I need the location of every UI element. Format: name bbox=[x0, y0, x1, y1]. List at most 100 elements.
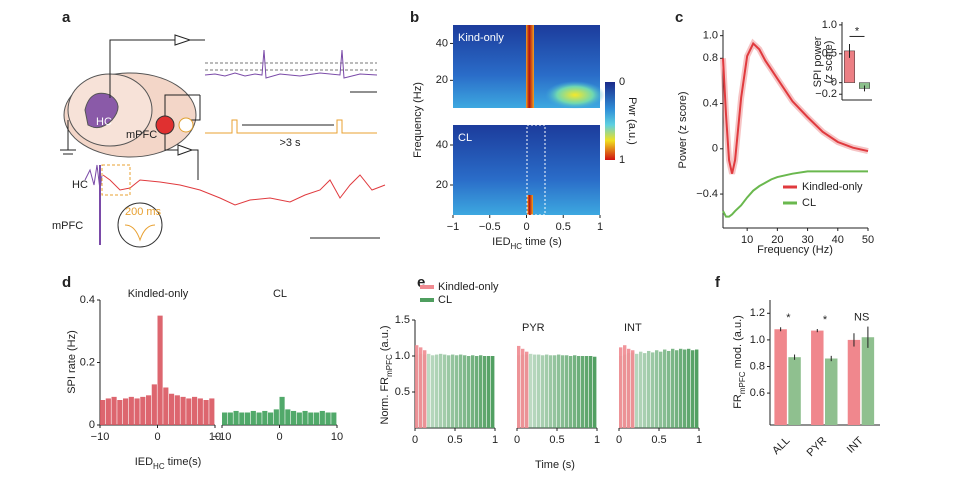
y-axis-label-part: (a.u.) bbox=[379, 325, 391, 354]
bar bbox=[100, 400, 106, 425]
y-axis-label: (z score) bbox=[823, 41, 835, 84]
legend-label: Kindled-only bbox=[438, 281, 499, 293]
panel-label: b bbox=[410, 9, 419, 26]
bar bbox=[573, 355, 577, 428]
bar bbox=[525, 351, 529, 428]
bar bbox=[435, 354, 439, 428]
bar bbox=[847, 339, 861, 425]
bar bbox=[561, 355, 565, 428]
trace-mpfc-label: mPFC bbox=[52, 220, 83, 232]
x-tick-label: 0 bbox=[412, 434, 418, 446]
bar bbox=[651, 352, 655, 428]
bar bbox=[671, 348, 675, 428]
bar bbox=[537, 354, 541, 428]
bar bbox=[325, 412, 331, 425]
bar bbox=[687, 348, 691, 428]
hc-region bbox=[84, 92, 119, 129]
heatmaps bbox=[453, 25, 615, 216]
x-axis-label-part: HC bbox=[153, 462, 165, 471]
bar bbox=[695, 349, 699, 428]
x-tick-label: 50 bbox=[862, 234, 874, 246]
legend-label: Kindled-only bbox=[802, 181, 863, 193]
x-tick-label: PYR bbox=[805, 435, 830, 460]
bar bbox=[443, 354, 447, 428]
y-tick-label: 20 bbox=[436, 179, 448, 191]
bar bbox=[557, 354, 561, 428]
y-axis-label-part: mPFC bbox=[738, 371, 747, 394]
bar bbox=[541, 355, 545, 428]
zoom-wave bbox=[124, 224, 156, 242]
heatmap-stripe bbox=[526, 25, 534, 108]
bar bbox=[117, 400, 123, 425]
x-tick-label: 0 bbox=[514, 434, 520, 446]
loop-wire bbox=[164, 94, 201, 121]
x-tick-label: −1 bbox=[447, 221, 460, 233]
bar bbox=[256, 412, 262, 425]
annotation: * bbox=[855, 26, 860, 38]
bar bbox=[655, 350, 659, 428]
x-tick-label: 1 bbox=[696, 434, 702, 446]
bar bbox=[415, 345, 419, 428]
x-tick-label: 0.5 bbox=[556, 221, 571, 233]
bar bbox=[128, 396, 134, 425]
bar bbox=[675, 350, 679, 428]
bar bbox=[169, 393, 175, 425]
bar bbox=[545, 354, 549, 428]
x-axis-label-part: IED bbox=[492, 236, 510, 248]
y-tick-label: 40 bbox=[436, 139, 448, 151]
y-tick-label: 0 bbox=[831, 77, 837, 89]
bar bbox=[627, 348, 631, 428]
x-axis-label-part: time(s) bbox=[165, 456, 202, 468]
zoom-box bbox=[101, 164, 131, 196]
ground bbox=[60, 120, 76, 155]
x-axis-label: IEDHC time(s) bbox=[135, 456, 202, 471]
legend-label: CL bbox=[802, 197, 816, 209]
bar bbox=[273, 409, 279, 425]
line bbox=[722, 170, 868, 218]
y-tick-label: 0.4 bbox=[703, 97, 718, 109]
x-tick-label: −0.5 bbox=[479, 221, 501, 233]
x-tick-label: 0.5 bbox=[651, 434, 666, 446]
bar bbox=[825, 358, 838, 425]
x-tick-label: −10 bbox=[91, 431, 110, 443]
x-tick-label: 40 bbox=[832, 234, 844, 246]
bar bbox=[529, 353, 533, 428]
panel-a: a HC mPFC >3 s HC mPFC 200 ms bbox=[52, 9, 386, 248]
bar bbox=[431, 355, 435, 428]
mpfc-trace bbox=[102, 174, 386, 206]
x-tick-label: 1 bbox=[597, 221, 603, 233]
x-tick-label: 0 bbox=[616, 434, 622, 446]
bar bbox=[319, 410, 325, 425]
bar bbox=[475, 356, 479, 428]
x-axis-label: IEDHC time (s) bbox=[492, 236, 562, 251]
bar bbox=[296, 412, 302, 425]
y-tick-label: 1.2 bbox=[750, 307, 765, 319]
stimulator bbox=[178, 117, 194, 133]
y-axis-label: Norm. FRmPFC (a.u.) bbox=[379, 325, 394, 424]
x-tick-label: 0 bbox=[154, 431, 160, 443]
zoom-circle bbox=[117, 202, 163, 248]
bar bbox=[174, 395, 180, 425]
x-axis-label: Time (s) bbox=[535, 459, 575, 471]
x-axis-label-part: time (s) bbox=[522, 236, 562, 248]
bar bbox=[447, 355, 451, 428]
bar bbox=[314, 412, 320, 425]
bar bbox=[811, 330, 824, 425]
panel-label: e bbox=[417, 274, 425, 291]
annotation: * bbox=[823, 314, 828, 326]
plot-title: INT bbox=[624, 322, 642, 334]
annotation: NS bbox=[854, 312, 869, 324]
mpfc-wire bbox=[164, 134, 199, 180]
bar bbox=[565, 355, 569, 428]
bar bbox=[203, 400, 209, 425]
bar bbox=[623, 345, 627, 428]
y-axis-label-part: mPFC bbox=[385, 354, 394, 377]
y-axis-label: SPI power bbox=[812, 36, 824, 87]
bar bbox=[589, 356, 593, 428]
bar bbox=[105, 398, 111, 425]
x-axis-label-part: IED bbox=[135, 456, 153, 468]
hc-trace bbox=[204, 49, 378, 79]
bar bbox=[146, 395, 152, 425]
bar bbox=[667, 350, 671, 428]
bar bbox=[619, 347, 623, 428]
